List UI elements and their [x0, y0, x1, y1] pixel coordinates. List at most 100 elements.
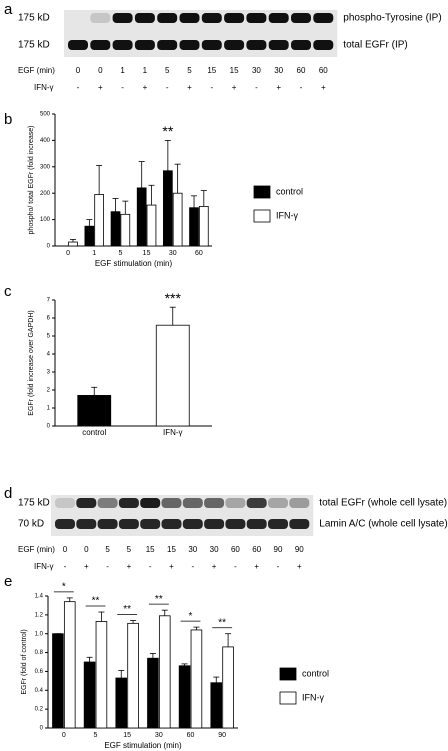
blot-band: [182, 519, 203, 529]
bar: [83, 661, 96, 729]
x-tick-label: 1: [92, 250, 96, 257]
lane-label: 5: [165, 66, 170, 75]
blot-band: [76, 519, 97, 529]
row-header: EGF (min): [18, 66, 55, 75]
y-tick-label: 200: [40, 191, 51, 197]
row-header: IFN-γ: [34, 562, 54, 571]
lane-label: 60: [319, 66, 328, 75]
blot-row-label: total EGFr (IP): [343, 40, 407, 51]
lane-label: -: [277, 562, 280, 571]
y-tick-label: 1.2: [35, 612, 44, 618]
lane-label: +: [143, 83, 148, 92]
x-axis-label: EGF stimulation (min): [104, 741, 182, 750]
panel-label: d: [4, 485, 12, 502]
blot-band: [112, 40, 133, 50]
lane-label: -: [300, 83, 303, 92]
y-tick-label: 5: [47, 334, 51, 340]
y-axis-label: EGFr (fold increase over GAPDH): [28, 310, 35, 415]
blot-row-label: total EGFr (whole cell lysate): [319, 498, 447, 509]
lane-label: -: [121, 83, 124, 92]
blot-band: [204, 519, 225, 529]
x-tick-label: 5: [94, 732, 98, 739]
blot-band: [289, 519, 310, 529]
x-tick-label: 60: [187, 732, 195, 739]
blot-band: [224, 13, 245, 23]
lane-label: -: [191, 562, 194, 571]
bar: [115, 677, 128, 729]
blot-band: [291, 40, 311, 50]
lane-label: -: [255, 83, 258, 92]
legend-label: control: [302, 668, 329, 678]
blot-band: [55, 519, 75, 529]
blot-band: [179, 40, 200, 50]
blot-row-label: phospho-Tyrosine (IP): [343, 13, 441, 24]
legend-label: control: [276, 186, 303, 196]
blot-band: [90, 13, 111, 23]
molecular-weight: 70 kD: [18, 519, 44, 530]
molecular-weight: 175 kD: [18, 13, 50, 24]
legend-label: IFN-γ: [302, 692, 324, 702]
x-tick-label: 30: [169, 250, 177, 257]
lane-label: 1: [120, 66, 125, 75]
y-tick-label: 300: [40, 164, 51, 170]
bar: [189, 207, 199, 247]
blot-band: [313, 40, 334, 50]
lane-label: -: [64, 562, 67, 571]
lane-label: 90: [274, 545, 283, 554]
lane-label: 0: [63, 545, 68, 554]
lane-label: 30: [252, 66, 261, 75]
bar: [146, 204, 157, 247]
y-axis-label: EGFr (fold of control): [21, 629, 28, 694]
lane-label: 0: [84, 545, 89, 554]
significance: *: [189, 611, 193, 622]
blot-band: [246, 13, 267, 23]
x-tick-label: 30: [155, 732, 163, 739]
significance: **: [92, 596, 100, 607]
blot-band: [90, 40, 111, 50]
lane-label: 60: [231, 545, 240, 554]
blot-band: [97, 498, 118, 508]
blot-band: [68, 40, 88, 50]
y-tick-label: 1.0: [35, 631, 44, 637]
lane-label: 15: [146, 545, 155, 554]
lane-label: 15: [230, 66, 239, 75]
bar: [77, 394, 112, 427]
lane-label: -: [106, 562, 109, 571]
y-tick-label: 0: [40, 726, 44, 732]
lane-label: 15: [207, 66, 216, 75]
x-tick-label: 0: [62, 732, 66, 739]
significance: ***: [165, 290, 182, 306]
lane-label: 30: [210, 545, 219, 554]
y-tick-label: 0: [47, 244, 51, 250]
x-tick-label: IFN-γ: [163, 428, 183, 437]
blot-band: [157, 40, 178, 50]
blot-band: [76, 498, 97, 508]
x-tick-label: 5: [118, 250, 122, 257]
legend-swatch: [279, 667, 297, 681]
bar: [63, 601, 76, 729]
significance: **: [162, 123, 173, 139]
blot-band: [97, 519, 118, 529]
blot-band: [246, 519, 267, 529]
x-axis-label: EGF stimulation (min): [95, 259, 173, 268]
bar: [84, 225, 95, 247]
bar: [190, 629, 203, 729]
lane-label: 90: [295, 545, 304, 554]
bar: [198, 205, 209, 247]
y-tick-label: 0.4: [35, 688, 44, 694]
panel-label: b: [4, 111, 12, 128]
x-tick-label: control: [82, 428, 106, 437]
lane-label: +: [321, 83, 326, 92]
y-tick-label: 0.6: [35, 669, 44, 675]
row-header: EGF (min): [18, 545, 55, 554]
y-tick-label: 0.8: [35, 650, 44, 656]
blot-band: [225, 498, 246, 508]
blot-band: [201, 13, 222, 23]
molecular-weight: 175 kD: [18, 498, 50, 509]
blot-band: [246, 40, 267, 50]
y-tick-label: 1: [47, 406, 51, 412]
lane-label: +: [276, 83, 281, 92]
blot-band: [179, 13, 200, 23]
lane-label: 30: [274, 66, 283, 75]
